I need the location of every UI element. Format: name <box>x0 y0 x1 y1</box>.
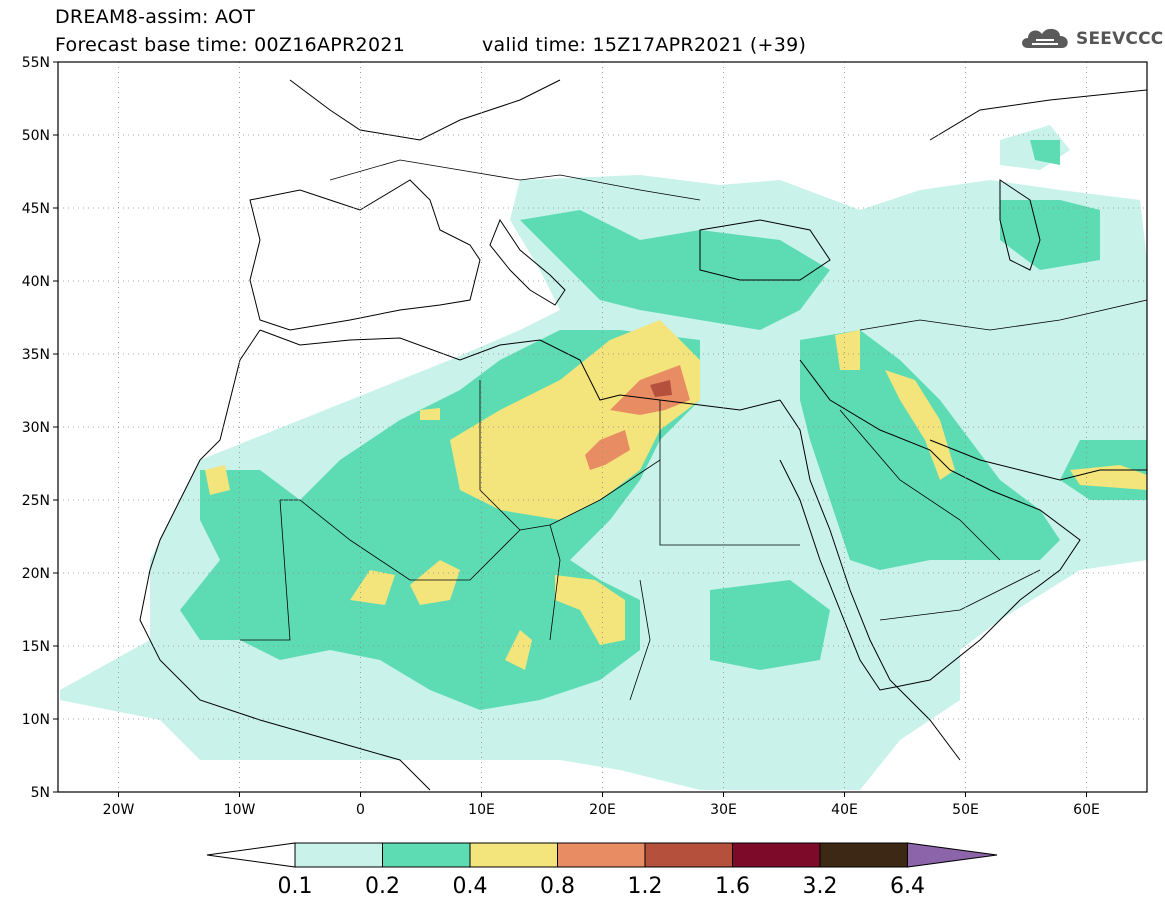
colorbar-label: 0.8 <box>540 874 575 899</box>
colorbar-label: 0.4 <box>453 874 488 899</box>
lat-tick-label: 25N <box>22 493 50 509</box>
cloud-icon <box>1018 22 1072 56</box>
colorbar-box <box>557 842 646 868</box>
graticule <box>58 62 1147 792</box>
lat-tick-label: 40N <box>22 274 50 290</box>
lat-tick-label: 45N <box>22 201 50 217</box>
lon-tick-label: 30E <box>710 802 737 818</box>
lat-tick-label: 15N <box>22 639 50 655</box>
lon-tick-label: 40E <box>831 802 858 818</box>
colorbar-box <box>469 842 558 868</box>
colorbar-label: 6.4 <box>890 874 925 899</box>
colorbar-label: 1.2 <box>628 874 663 899</box>
colorbar-label: 1.6 <box>715 874 750 899</box>
colorbar-box <box>644 842 733 868</box>
aot-level-0-8 <box>585 365 690 470</box>
lon-tick-label: 50E <box>952 802 979 818</box>
aot-level-1-2 <box>650 380 672 397</box>
colorbar-label: 0.2 <box>365 874 400 899</box>
valid-time: valid time: 15Z17APR2021 (+39) <box>482 34 807 56</box>
lon-tick-label: 60E <box>1073 802 1100 818</box>
lat-tick-label: 30N <box>22 420 50 436</box>
map-title: DREAM8-assim: AOT <box>55 6 256 28</box>
seevccc-logo: SEEVCCC <box>1018 22 1163 56</box>
colorbar-label: 0.1 <box>278 874 313 899</box>
colorbar-box <box>819 842 908 868</box>
lon-tick-label: 20W <box>103 802 135 818</box>
logo-text: SEEVCCC <box>1076 29 1164 49</box>
lat-tick-label: 5N <box>31 785 50 801</box>
lon-tick-label: 10E <box>468 802 495 818</box>
lon-tick-label: 10W <box>224 802 256 818</box>
colorbar-box <box>382 842 471 868</box>
colorbar-high-arrow <box>907 842 998 868</box>
lon-tick-label: 20E <box>589 802 616 818</box>
forecast-base-time: Forecast base time: 00Z16APR2021 <box>55 34 406 56</box>
colorbar-label: 3.2 <box>803 874 838 899</box>
lat-tick-label: 10N <box>22 712 50 728</box>
lat-tick-label: 35N <box>22 347 50 363</box>
lon-tick-label: 0 <box>356 802 365 818</box>
colorbar-box <box>732 842 821 868</box>
aot-field <box>60 125 1147 790</box>
lat-tick-label: 50N <box>22 128 50 144</box>
map-axes: 55N 50N 45N 40N 35N 30N 25N 20N 15N 10N 5N 20W 10W 0 1… <box>22 55 1100 818</box>
coastlines <box>139 79 1147 791</box>
colorbar-box <box>294 842 383 868</box>
colorbar: 0.1 0.2 0.4 0.8 1.2 1.6 3.2 6.4 <box>206 842 998 899</box>
lat-tick-label: 20N <box>22 566 50 582</box>
country-borders <box>240 159 1147 701</box>
lat-tick-label: 55N <box>22 55 50 71</box>
colorbar-low-arrow <box>206 842 296 868</box>
aot-level-0-4 <box>205 320 1147 670</box>
